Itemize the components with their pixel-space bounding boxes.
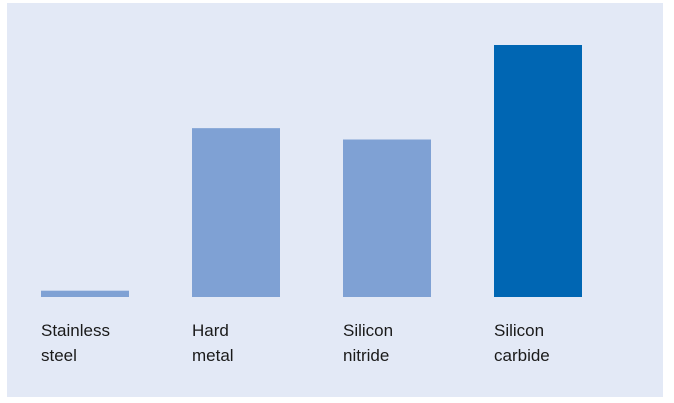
- category-label-line: metal: [192, 346, 234, 365]
- bars-layer: [41, 45, 582, 297]
- bar-stainless-steel: [41, 290, 129, 297]
- category-label-line: nitride: [343, 346, 389, 365]
- category-label-stainless-steel: Stainless steel: [41, 321, 110, 365]
- category-label-line: carbide: [494, 346, 550, 365]
- bar-silicon-carbide: [494, 45, 582, 297]
- category-label-line: Hard: [192, 321, 229, 340]
- bar-hard-metal: [192, 128, 280, 297]
- chart-panel: Stainless steel Hard metal Silicon nitride Sil…: [7, 3, 663, 397]
- category-label-line: steel: [41, 346, 77, 365]
- category-label-line: Silicon: [343, 321, 393, 340]
- category-label-silicon-nitride: Silicon nitride: [343, 321, 393, 365]
- category-label-silicon-carbide: Silicon carbide: [494, 321, 550, 365]
- category-label-line: Silicon: [494, 321, 544, 340]
- bar-silicon-nitride: [343, 139, 431, 297]
- category-label-line: Stainless: [41, 321, 110, 340]
- category-label-hard-metal: Hard metal: [192, 321, 234, 365]
